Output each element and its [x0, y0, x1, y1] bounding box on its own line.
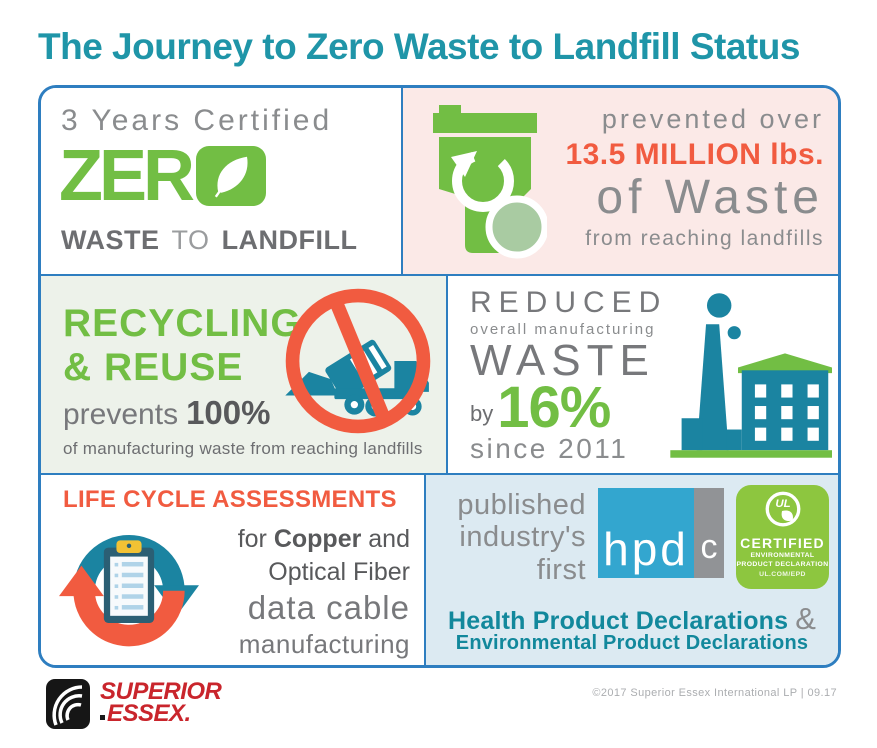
prevents-percent: 100%	[186, 394, 271, 431]
published-line2: industry's	[459, 521, 586, 554]
certified-tagline: WASTE TO LANDFILL	[61, 225, 358, 256]
prevented-line4: from reaching landfills	[585, 226, 824, 250]
ul-sub2: PRODUCT DECLARATION	[736, 561, 829, 569]
svg-text:UL: UL	[775, 498, 790, 510]
lca-line3: data cable	[247, 589, 410, 626]
tagline-waste: WASTE	[61, 225, 160, 255]
reduced-text-block: REDUCED overall manufacturing WASTE by 1…	[470, 286, 667, 465]
tagline-landfill: LANDFILL	[221, 225, 358, 255]
leaf-icon	[214, 156, 248, 198]
reduced-percent: 16%	[497, 375, 611, 441]
ul-sub1: ENVIRONMENTAL	[750, 552, 815, 559]
lca-line2: Optical Fiber	[268, 557, 410, 586]
brand-line1: SUPERIOR	[100, 678, 222, 705]
grid-divider-horizontal-2	[41, 473, 838, 475]
recycle-bin-icon	[433, 105, 547, 259]
brand-line2: ESSEX.	[100, 702, 221, 726]
recycling-title-line2: & REUSE	[63, 346, 244, 389]
panel-recycling: RECYCLING & REUSE prevents 100% of manufa…	[41, 276, 446, 473]
prevented-amount: 13.5 MILLION lbs.	[565, 138, 824, 171]
brand-dot	[100, 715, 105, 721]
page-title: The Journey to Zero Waste to Landfill St…	[38, 26, 800, 67]
and-word: and	[368, 525, 410, 553]
hpdc-hpd-text: hpd	[603, 523, 689, 575]
hpdc-logo: hpd c	[598, 488, 724, 578]
panel-certified: 3 Years Certified ZER WASTE TO LANDFILL	[41, 88, 401, 274]
health-declarations-text: Health Product Declarations	[448, 607, 789, 635]
reduced-line3: WASTE	[470, 336, 655, 385]
panel-reduced: REDUCED overall manufacturing WASTE by 1…	[448, 276, 838, 473]
hpdc-logo-blue: hpd	[598, 488, 694, 578]
grid-divider-vertical-2	[446, 276, 448, 473]
lca-line4: manufacturing	[238, 628, 410, 659]
reduced-percent-row: by 16%	[470, 375, 667, 441]
lca-text-block: for Copper and Optical Fiber data cable …	[238, 523, 410, 660]
lca-title: LIFE CYCLE ASSESSMENTS	[63, 486, 397, 513]
lifecycle-clipboard-icon	[59, 535, 199, 647]
reduced-line1: REDUCED	[470, 286, 668, 319]
superior-essex-wordmark: SUPERIOR ESSEX.	[100, 678, 222, 726]
published-text-block: published industry's first	[436, 489, 586, 586]
published-line3: first	[536, 553, 586, 586]
ul-certified-text: CERTIFIED	[740, 535, 825, 551]
for-word: for	[237, 525, 267, 553]
recycling-prevents-line: prevents 100%	[63, 394, 270, 432]
superior-essex-logo-icon	[46, 679, 90, 729]
recycling-title-line1: RECYCLING	[63, 302, 302, 345]
prevented-line1: prevented over	[601, 104, 824, 134]
prevented-text-block: prevented over 13.5 MILLION lbs. of Wast…	[543, 104, 824, 251]
grid-divider-horizontal-1	[41, 274, 838, 276]
factory-icon	[670, 293, 832, 458]
tagline-to: TO	[171, 225, 210, 255]
reduced-line2: overall manufacturing	[470, 321, 656, 338]
ampersand: &	[795, 601, 816, 636]
grid-divider-vertical-1	[401, 88, 403, 274]
prevents-word: prevents	[63, 398, 179, 431]
no-dumping-truck-icon	[285, 288, 431, 434]
zero-waste-logo: ZER	[59, 136, 266, 216]
prevented-line3: of Waste	[596, 171, 824, 224]
panel-declarations: published industry's first hpd c UL CERT…	[426, 475, 838, 665]
copper-word: Copper	[273, 525, 362, 553]
panel-grid: 3 Years Certified ZER WASTE TO LANDFILL	[38, 85, 841, 668]
recycling-caption: of manufacturing waste from reaching lan…	[63, 439, 423, 458]
ul-sub3: UL.COM/EPD	[759, 571, 806, 579]
lca-line1: for Copper and	[238, 523, 410, 556]
ul-certified-badge: UL CERTIFIED ENVIRONMENTAL PRODUCT DECLA…	[736, 485, 829, 589]
ul-logo-icon: UL	[765, 491, 800, 527]
by-word: by	[470, 401, 494, 427]
environmental-declarations-text: Environmental Product Declarations	[455, 632, 809, 654]
panel-prevented: prevented over 13.5 MILLION lbs. of Wast…	[403, 88, 838, 274]
reduced-since: since 2011	[470, 433, 629, 465]
leaf-o-icon	[196, 146, 266, 206]
declarations-line1: Health Product Declarations &	[426, 601, 838, 637]
copyright-text: ©2017 Superior Essex International LP | …	[592, 687, 837, 699]
hpdc-c-text: c	[700, 528, 718, 566]
hpdc-logo-gray: c	[694, 488, 724, 578]
certified-heading: 3 Years Certified	[61, 104, 333, 137]
panel-lca: LIFE CYCLE ASSESSMENTS	[41, 475, 424, 665]
grid-divider-vertical-3	[424, 475, 426, 665]
zero-word: ZER	[59, 136, 195, 216]
published-line1: published	[457, 489, 586, 521]
